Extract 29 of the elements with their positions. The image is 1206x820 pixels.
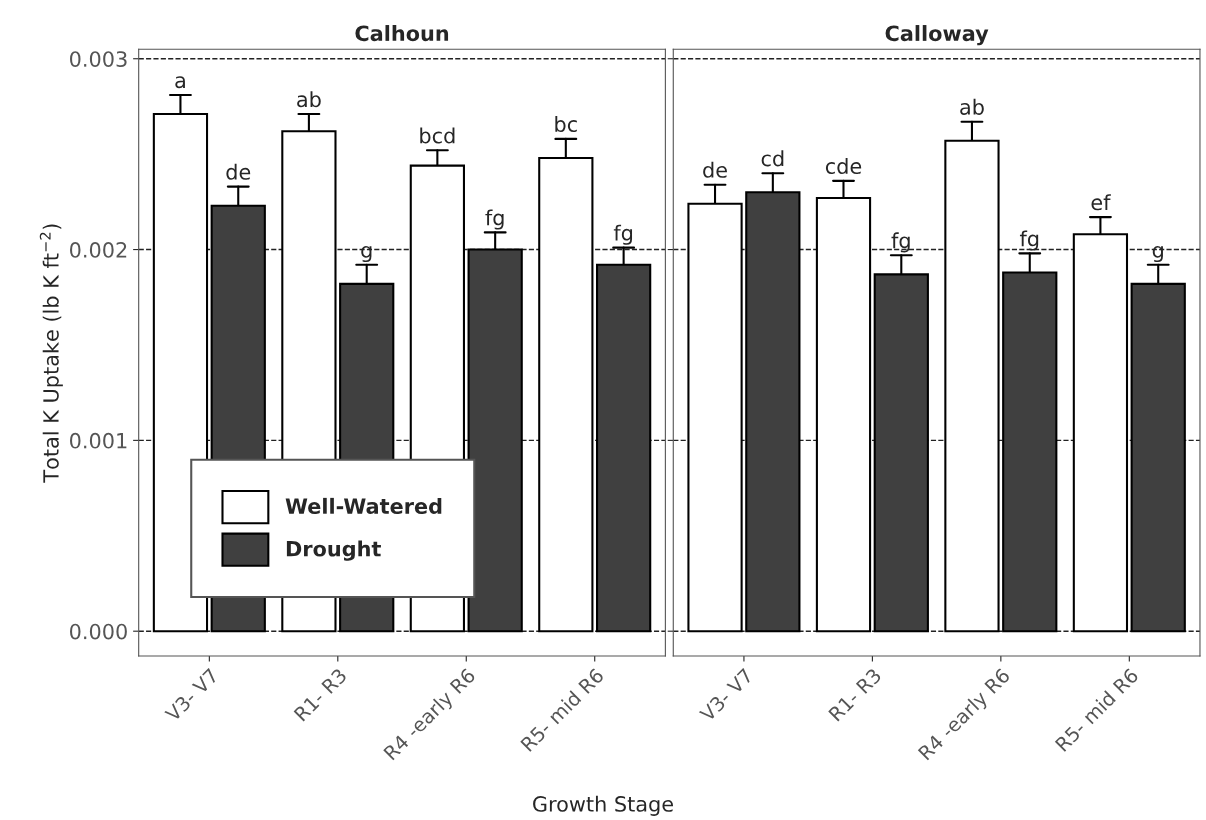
annotation: cde: [825, 157, 862, 175]
annotation: cd: [761, 150, 784, 167]
annotation: a: [175, 76, 185, 89]
annotation: fg: [613, 224, 633, 245]
x-tick-label: V3- V7: [698, 667, 754, 723]
legend-label: Drought: [286, 540, 381, 561]
annotation: fg: [1019, 230, 1039, 251]
y-tick-label: 0.003: [70, 51, 127, 67]
annotation: bc: [555, 115, 577, 133]
y-axis-title: Total K Uptake (lb K ft$^{−2}$): [39, 224, 63, 483]
annotation: fg: [485, 209, 504, 230]
chart-title: Calloway: [885, 25, 989, 46]
annotation: ef: [1091, 194, 1111, 211]
y-tick-label: 0.000: [70, 623, 127, 640]
annotation: de: [226, 163, 251, 180]
chart-title: Calhoun: [355, 25, 449, 42]
y-tick-label: 0.001: [70, 432, 127, 449]
x-tick-label: V3- V7: [164, 667, 219, 723]
annotation: g: [1152, 246, 1163, 263]
x-tick-label: R1- R3: [828, 667, 882, 722]
annotation: de: [703, 161, 727, 178]
y-tick-label: 0.002: [70, 242, 127, 258]
x-axis-title: Growth Stage: [533, 795, 673, 816]
x-tick-label: R1- R3: [293, 667, 348, 722]
annotation: ab: [297, 91, 321, 108]
annotation: fg: [891, 232, 910, 253]
annotation: ab: [960, 98, 984, 115]
annotation: bcd: [420, 127, 455, 144]
legend-label: Well-Watered: [285, 497, 442, 514]
